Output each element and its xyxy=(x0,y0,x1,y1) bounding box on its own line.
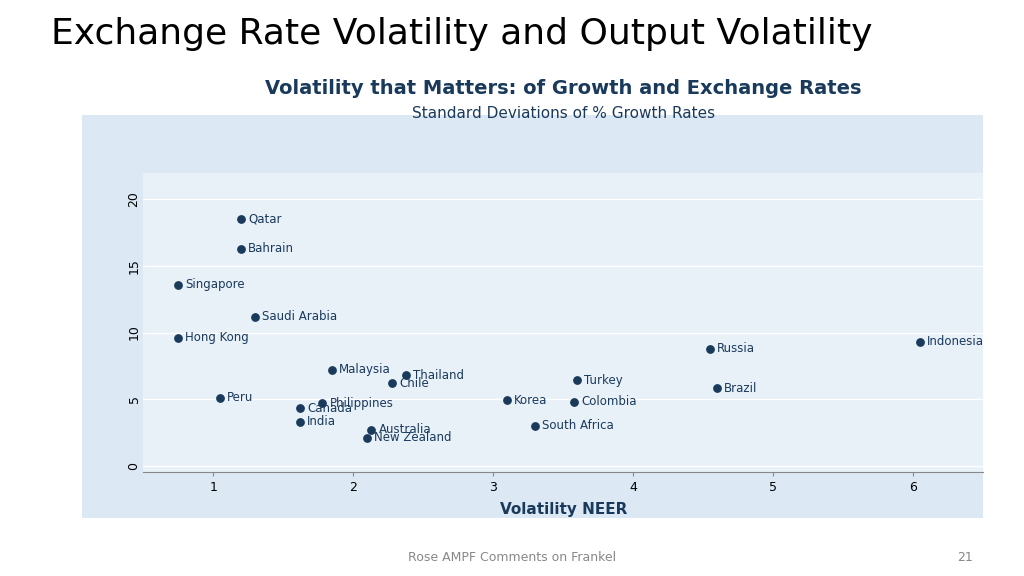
Point xyxy=(314,399,331,408)
Text: Volatility that Matters: of Growth and Exchange Rates: Volatility that Matters: of Growth and E… xyxy=(265,79,861,98)
Text: Hong Kong: Hong Kong xyxy=(185,331,249,344)
Text: Peru: Peru xyxy=(227,391,254,404)
Point xyxy=(566,397,583,407)
Text: Australia: Australia xyxy=(379,423,431,436)
Point xyxy=(384,378,400,388)
Text: Colombia: Colombia xyxy=(582,395,637,408)
Text: Indonesia: Indonesia xyxy=(927,335,984,348)
Point xyxy=(527,421,544,430)
Point xyxy=(499,396,515,405)
Point xyxy=(292,404,308,413)
Text: Bahrain: Bahrain xyxy=(249,242,294,255)
Text: Russia: Russia xyxy=(717,342,755,355)
Text: Saudi Arabia: Saudi Arabia xyxy=(262,310,338,323)
Text: 21: 21 xyxy=(957,551,973,564)
Point xyxy=(324,365,340,374)
Point xyxy=(292,417,308,426)
Point xyxy=(359,433,376,442)
Text: Rose AMPF Comments on Frankel: Rose AMPF Comments on Frankel xyxy=(408,551,616,564)
Point xyxy=(364,425,380,434)
Text: Philippines: Philippines xyxy=(330,397,393,410)
Point xyxy=(911,338,928,347)
Point xyxy=(233,244,250,253)
Text: Exchange Rate Volatility and Output Volatility: Exchange Rate Volatility and Output Vola… xyxy=(51,17,872,51)
Text: Malaysia: Malaysia xyxy=(339,363,391,376)
Text: New Zealand: New Zealand xyxy=(374,431,452,444)
Point xyxy=(233,215,250,224)
X-axis label: Volatility NEER: Volatility NEER xyxy=(500,502,627,517)
Text: India: India xyxy=(307,415,336,428)
Point xyxy=(170,280,186,289)
Point xyxy=(212,393,228,403)
Point xyxy=(709,384,725,393)
Point xyxy=(569,376,586,385)
Text: Thailand: Thailand xyxy=(414,369,465,382)
Text: Qatar: Qatar xyxy=(249,213,282,226)
Text: Standard Deviations of % Growth Rates: Standard Deviations of % Growth Rates xyxy=(412,106,715,121)
Text: Chile: Chile xyxy=(399,377,429,389)
Text: Singapore: Singapore xyxy=(185,278,245,291)
Point xyxy=(398,370,415,380)
Text: Korea: Korea xyxy=(514,394,548,407)
Text: Brazil: Brazil xyxy=(724,382,758,395)
Point xyxy=(701,344,718,353)
Point xyxy=(247,312,263,321)
Text: Canada: Canada xyxy=(307,402,352,415)
Point xyxy=(170,334,186,343)
Text: Turkey: Turkey xyxy=(584,374,623,387)
Text: South Africa: South Africa xyxy=(543,419,614,432)
